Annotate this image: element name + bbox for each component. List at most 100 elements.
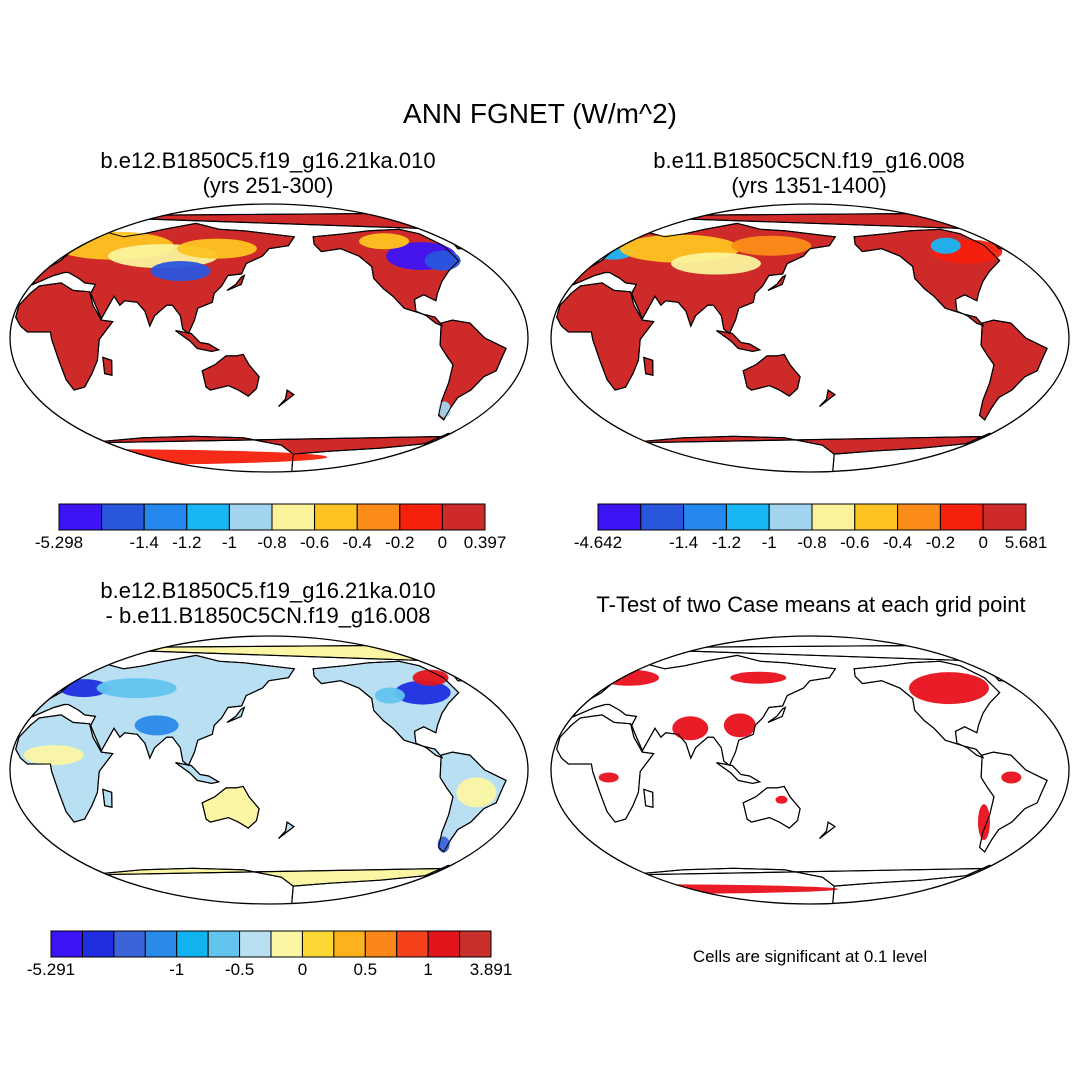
field-patch — [412, 669, 449, 686]
colorbar-tick-label: -0.8 — [797, 533, 827, 552]
colorbar-swatch — [427, 930, 461, 958]
coastline — [278, 821, 295, 839]
coastline — [716, 762, 762, 784]
field-patch — [134, 715, 179, 736]
colorbar-swatch — [81, 930, 115, 958]
panel2-map — [550, 203, 1070, 473]
colorbar-swatch — [270, 930, 303, 958]
field-patch — [438, 401, 451, 418]
colorbar-tick-label: 0 — [437, 533, 448, 552]
land-southAmerica — [978, 751, 1048, 853]
colorbar-swatch — [101, 503, 145, 531]
colorbar-tick-label: -5.298 — [34, 533, 84, 552]
field-patch — [551, 884, 839, 895]
colorbar-swatch — [228, 503, 273, 531]
colorbar-swatch — [143, 503, 188, 531]
coastline — [201, 785, 260, 829]
colorbar-tick-label: 3.891 — [469, 960, 513, 979]
colorbar-tick-label: -0.2 — [925, 533, 956, 552]
coastline — [643, 356, 654, 376]
panel3-title-line1: b.e12.B1850C5.f19_g16.21ka.010 — [100, 578, 436, 603]
colorbar-tick-label: 5.681 — [1004, 533, 1048, 552]
coastline — [15, 282, 114, 391]
coastline — [312, 228, 460, 327]
land-southAmerica — [978, 319, 1048, 421]
coastline — [278, 389, 295, 407]
panel1-title: b.e12.B1850C5.f19_g16.21ka.010 (yrs 251-… — [28, 148, 508, 198]
coastline — [556, 714, 655, 823]
coastline — [438, 319, 507, 421]
map-border — [9, 635, 529, 905]
panel2-title: b.e11.B1850C5CN.f19_g16.008 (yrs 1351-14… — [569, 148, 1049, 198]
field-patch — [986, 220, 1031, 241]
coastline — [102, 788, 113, 808]
panel1-colorbar — [58, 503, 486, 531]
coastline — [175, 330, 221, 352]
field-patch — [424, 250, 461, 271]
colorbar-tick-label: -0.2 — [385, 533, 415, 552]
colorbar-swatch — [768, 503, 813, 531]
panel1-title-line1: b.e12.B1850C5.f19_g16.21ka.010 — [100, 148, 436, 173]
panel3-colorbar — [50, 930, 492, 958]
colorbar-tick-label: -1 — [221, 533, 237, 552]
coastline — [767, 274, 787, 291]
field-patch — [374, 687, 405, 704]
colorbar-swatch — [982, 503, 1027, 531]
field-patch — [908, 672, 989, 705]
field-patch — [930, 237, 961, 254]
colorbar-swatch — [50, 930, 83, 958]
panel3-title: b.e12.B1850C5.f19_g16.21ka.010 - b.e11.B… — [28, 578, 508, 628]
map-border — [550, 203, 1070, 473]
field-patch — [359, 233, 410, 250]
panel2-title-line1: b.e11.B1850C5CN.f19_g16.008 — [653, 148, 965, 173]
field-patch — [10, 449, 328, 466]
colorbar-swatch — [113, 930, 146, 958]
colorbar-swatch — [58, 503, 103, 531]
colorbar-swatch — [640, 503, 685, 531]
colorbar-tick-label: -4.642 — [573, 533, 623, 552]
colorbar-swatch — [186, 503, 230, 531]
colorbar-swatch — [301, 930, 335, 958]
coastline — [175, 762, 221, 784]
colorbar-tick-label: 0.5 — [353, 960, 378, 979]
coastline — [742, 353, 801, 397]
colorbar-swatch — [399, 503, 443, 531]
colorbar-swatch — [725, 503, 770, 531]
colorbar-swatch — [897, 503, 941, 531]
colorbar-tick-label: -0.4 — [342, 533, 372, 552]
colorbar-tick-label: -0.8 — [257, 533, 287, 552]
colorbar-swatch — [597, 503, 642, 531]
field-patch — [449, 658, 478, 673]
coastline — [979, 319, 1048, 421]
coastline — [853, 228, 1001, 327]
panel1-title-line2: (yrs 251-300) — [202, 173, 334, 198]
field-patch — [1001, 771, 1022, 784]
field-patch — [731, 235, 812, 256]
colorbar-tick-label: 0 — [297, 960, 308, 979]
figure-title: ANN FGNET (W/m^2) — [403, 98, 677, 129]
colorbar-tick-label: 0 — [978, 533, 988, 552]
field-patch — [23, 745, 84, 766]
coastline — [767, 706, 787, 723]
coastline — [819, 821, 836, 839]
field-patch — [775, 795, 788, 804]
field-patch — [176, 238, 257, 259]
field-patch — [672, 716, 709, 741]
colorbar-swatch — [854, 503, 899, 531]
panel4-map — [550, 635, 1070, 905]
coastline — [742, 785, 801, 829]
coastline — [15, 714, 114, 823]
field-patch — [599, 669, 660, 686]
colorbar-tick-label: -1 — [169, 960, 185, 979]
coastline — [312, 660, 460, 759]
field-patch — [730, 671, 787, 684]
colorbar-swatch — [364, 930, 398, 958]
coastline — [853, 660, 1001, 759]
colorbar-swatch — [176, 930, 209, 958]
colorbar-tick-label: 1 — [423, 960, 433, 979]
coastline — [643, 788, 654, 808]
coastline — [819, 389, 836, 407]
field-patch — [96, 678, 177, 699]
colorbar-tick-label: -1.4 — [668, 533, 699, 552]
coastline — [556, 282, 655, 391]
